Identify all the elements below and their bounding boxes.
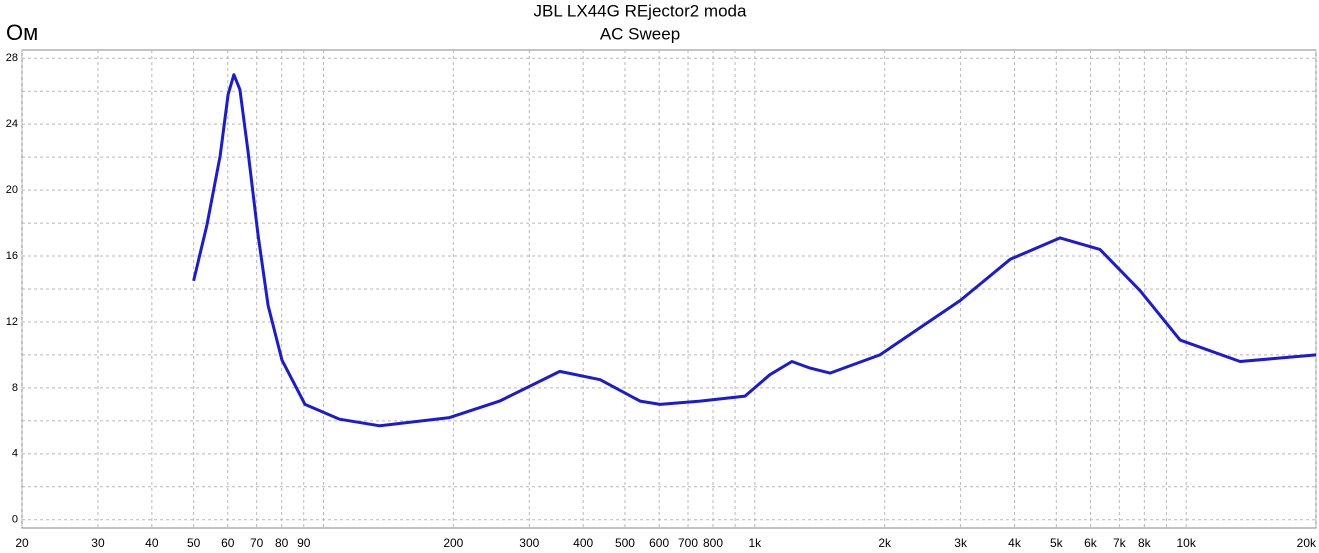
x-tick-label: 60 <box>221 536 235 550</box>
x-tick-label: 10k <box>1176 536 1196 550</box>
impedance-line <box>192 73 1317 428</box>
x-tick-label: 3k <box>954 536 968 550</box>
x-tick-label: 300 <box>519 536 539 550</box>
x-tick-label: 4k <box>1008 536 1022 550</box>
x-tick-label: 80 <box>275 536 289 550</box>
x-tick-label: 2k <box>878 536 892 550</box>
x-tick-label: 200 <box>443 536 463 550</box>
x-tick-label: 40 <box>145 536 159 550</box>
chart-subtitle: AC Sweep <box>600 24 680 43</box>
y-tick-label: 4 <box>12 448 18 460</box>
x-tick-label: 50 <box>187 536 201 550</box>
x-tick-label: 5k <box>1050 536 1064 550</box>
y-tick-label: 20 <box>6 184 18 196</box>
x-tick-label: 6k <box>1084 536 1098 550</box>
x-tick-label: 70 <box>250 536 264 550</box>
x-tick-label: 90 <box>297 536 311 550</box>
chart-title: JBL LX44G REjector2 moda <box>534 1 747 20</box>
x-tick-label: 20 <box>15 536 29 550</box>
x-tick-label: 20k <box>1297 536 1317 550</box>
x-tick-label: 500 <box>615 536 635 550</box>
y-tick-label: 12 <box>6 316 18 328</box>
x-tick-label: 700 <box>678 536 698 550</box>
x-tick-label: 600 <box>649 536 669 550</box>
x-tick-label: 800 <box>703 536 723 550</box>
y-tick-label: 28 <box>6 52 18 64</box>
y-tick-label: 8 <box>12 382 18 394</box>
y-axis-label: Ом <box>6 20 38 45</box>
x-tick-label: 400 <box>573 536 593 550</box>
y-tick-label: 24 <box>6 118 18 130</box>
x-tick-label: 1k <box>748 536 762 550</box>
y-tick-label: 16 <box>6 250 18 262</box>
x-tick-label: 30 <box>91 536 105 550</box>
x-tick-label: 8k <box>1138 536 1152 550</box>
x-tick-label: 7k <box>1113 536 1127 550</box>
y-tick-label: 0 <box>12 514 18 526</box>
